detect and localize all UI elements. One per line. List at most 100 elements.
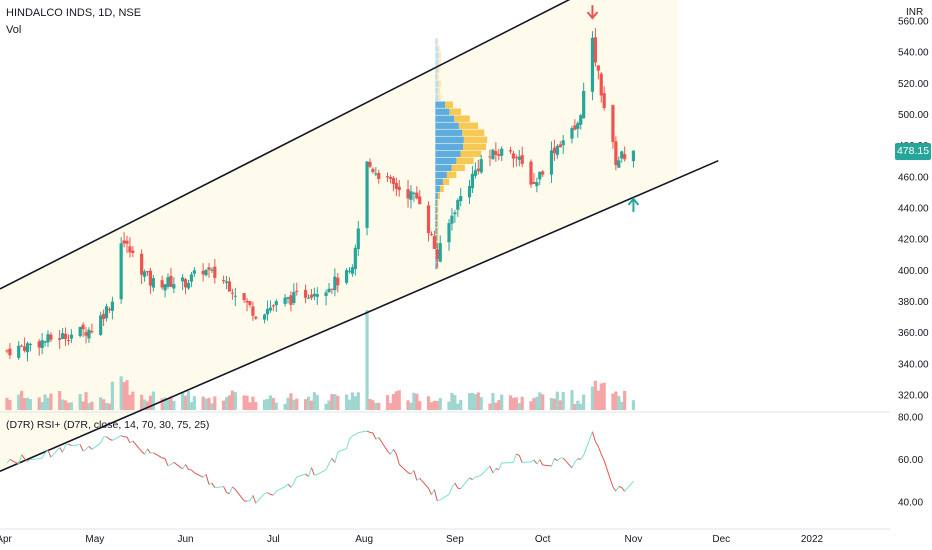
symbol-title[interactable]: HINDALCO INDS, 1D, NSE [6, 7, 142, 19]
rsi-segment [173, 461, 183, 470]
candle-body [350, 267, 355, 274]
volume-bar [20, 390, 24, 410]
rsi-tick-label: 80.00 [898, 412, 923, 423]
volume-profile-down [456, 157, 474, 164]
price-tick-label: 320.00 [898, 390, 929, 401]
volume-bar [125, 380, 129, 410]
candle-body [122, 240, 126, 244]
candle-body [104, 306, 109, 319]
rsi-segment [264, 492, 268, 494]
candle-body [377, 172, 381, 179]
volume-bar [529, 401, 533, 410]
volume-bar [377, 402, 381, 410]
rsi-segment [583, 431, 593, 456]
volume-profile-down [436, 213, 439, 221]
rsi-segment [18, 454, 23, 465]
volume-bar [514, 397, 518, 410]
candle-body [617, 160, 621, 168]
volume-profile-up [435, 122, 459, 129]
rsi-segment [144, 448, 148, 455]
rsi-segment [618, 485, 622, 489]
volume-bar [49, 393, 53, 410]
volume-bar [576, 400, 580, 410]
rsi-segment [431, 489, 435, 495]
candle-body [611, 105, 615, 142]
volume-bar [169, 396, 173, 410]
volume-bar [511, 397, 516, 410]
volume-bar [145, 401, 150, 410]
candle-body [614, 141, 618, 166]
volume-bar [415, 393, 419, 410]
volume-bar [210, 403, 214, 410]
candle-body [514, 157, 518, 159]
rsi-segment [472, 476, 476, 481]
currency-label: INR [906, 7, 924, 18]
candle-body [365, 161, 369, 228]
volume-profile-down [438, 94, 441, 101]
volume-bar [620, 401, 624, 410]
volume-bar [148, 395, 153, 410]
volume-bar [151, 391, 155, 410]
volume-bar [186, 391, 191, 410]
rsi-segment [85, 445, 90, 450]
rsi-segment [512, 453, 517, 463]
candle-body [517, 156, 521, 160]
volume-bar [61, 399, 65, 410]
candle-body [61, 333, 65, 339]
rsi-indicator-label[interactable]: (D7R) RSI+ (D7R, close, 14, 70, 30, 75, … [6, 419, 210, 431]
rsi-segment [410, 470, 415, 475]
candle-body [145, 271, 150, 273]
rsi-segment [594, 441, 599, 447]
rsi-segment [68, 443, 72, 447]
candle-body [303, 289, 308, 298]
rsi-segment [44, 449, 49, 454]
candle-body [593, 37, 597, 63]
rsi-segment [621, 487, 626, 492]
volume-bar [558, 400, 562, 410]
rsi-segment [6, 459, 11, 464]
volume-bar [201, 396, 205, 410]
candle-body [17, 345, 21, 358]
time-tick-label: Dec [712, 534, 730, 545]
volume-bar [28, 399, 33, 410]
rsi-segment [603, 460, 614, 488]
volume-bar [163, 397, 167, 410]
rsi-segment [310, 467, 315, 476]
volume-bar [122, 382, 126, 410]
volume-profile-up [435, 94, 439, 101]
time-tick-label: Oct [535, 534, 551, 545]
price-tick-label: 400.00 [898, 266, 929, 277]
candle-body [265, 308, 270, 315]
rsi-segment [352, 434, 356, 437]
volume-bar [254, 401, 258, 410]
candle-body [623, 154, 627, 160]
candle-body [28, 343, 33, 345]
volume-bar [491, 392, 495, 410]
volume-bar [508, 395, 513, 410]
rsi-segment [334, 451, 339, 463]
volume-bar [110, 381, 114, 410]
candle-body [438, 243, 442, 262]
candle-body [125, 240, 129, 244]
price-tick-label: 520.00 [898, 79, 929, 90]
volume-label[interactable]: Vol [6, 24, 22, 36]
candle-body [274, 301, 278, 306]
volume-bar [283, 403, 287, 410]
rsi-segment [255, 493, 265, 504]
volume-bar [102, 399, 106, 410]
candle-body [66, 339, 71, 341]
rsi-segment [372, 432, 377, 440]
volume-bar [599, 383, 603, 410]
volume-bar [535, 396, 539, 410]
volume-profile-up [435, 38, 437, 45]
volume-bar [192, 396, 196, 410]
rsi-segment [229, 486, 233, 494]
up-arrow-icon [627, 197, 640, 212]
rsi-segment [100, 436, 105, 444]
candle-body [110, 301, 114, 311]
volume-bar [17, 394, 21, 410]
rsi-segment [191, 469, 195, 474]
volume-bar [397, 390, 401, 410]
